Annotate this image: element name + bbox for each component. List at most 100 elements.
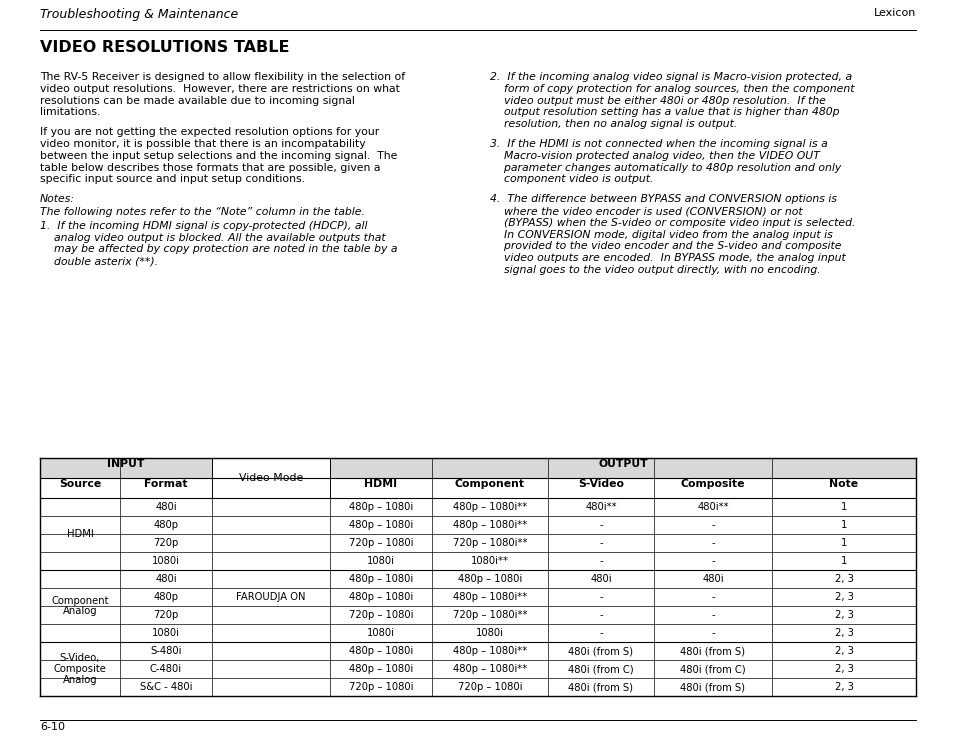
Text: 1080i: 1080i bbox=[367, 556, 395, 566]
Text: 480p – 1080i**: 480p – 1080i** bbox=[453, 664, 527, 674]
Text: 480p: 480p bbox=[153, 592, 178, 602]
Text: video output resolutions.  However, there are restrictions on what: video output resolutions. However, there… bbox=[40, 84, 399, 94]
Text: 2, 3: 2, 3 bbox=[834, 610, 853, 620]
Text: VIDEO RESOLUTIONS TABLE: VIDEO RESOLUTIONS TABLE bbox=[40, 40, 289, 55]
Text: FAROUDJA ON: FAROUDJA ON bbox=[236, 592, 305, 602]
Text: component video is output.: component video is output. bbox=[490, 174, 653, 184]
Text: 2, 3: 2, 3 bbox=[834, 592, 853, 602]
Text: 480i (from S): 480i (from S) bbox=[568, 682, 633, 692]
Text: 480i (from S): 480i (from S) bbox=[679, 682, 744, 692]
Text: between the input setup selections and the incoming signal.  The: between the input setup selections and t… bbox=[40, 151, 397, 161]
Text: 2, 3: 2, 3 bbox=[834, 682, 853, 692]
Text: 480i (from S): 480i (from S) bbox=[568, 646, 633, 656]
Text: S-Video,: S-Video, bbox=[60, 653, 100, 663]
Text: -: - bbox=[710, 628, 714, 638]
Text: 720p – 1080i: 720p – 1080i bbox=[457, 682, 521, 692]
Text: where the video encoder is used (CONVERSION) or not: where the video encoder is used (CONVERS… bbox=[490, 206, 801, 216]
Text: Notes:: Notes: bbox=[40, 194, 75, 204]
Text: -: - bbox=[710, 610, 714, 620]
Text: 1080i: 1080i bbox=[476, 628, 503, 638]
Text: -: - bbox=[710, 556, 714, 566]
Text: 480i**: 480i** bbox=[697, 502, 728, 512]
Text: Format: Format bbox=[144, 479, 188, 489]
Text: limitations.: limitations. bbox=[40, 108, 100, 117]
Text: -: - bbox=[598, 610, 602, 620]
Text: -: - bbox=[710, 538, 714, 548]
Text: 1080i: 1080i bbox=[152, 628, 180, 638]
Text: Analog: Analog bbox=[63, 675, 97, 685]
Text: analog video output is blocked. All the available outputs that: analog video output is blocked. All the … bbox=[40, 232, 385, 243]
Text: 720p – 1080i**: 720p – 1080i** bbox=[453, 538, 527, 548]
Text: signal goes to the video output directly, with no encoding.: signal goes to the video output directly… bbox=[490, 265, 820, 275]
Text: 480i (from C): 480i (from C) bbox=[568, 664, 633, 674]
Text: video output must be either 480i or 480p resolution.  If the: video output must be either 480i or 480p… bbox=[490, 96, 825, 106]
Text: Source: Source bbox=[59, 479, 101, 489]
Text: Note: Note bbox=[828, 479, 858, 489]
Text: 2, 3: 2, 3 bbox=[834, 574, 853, 584]
Text: 1.  If the incoming HDMI signal is copy-protected (HDCP), all: 1. If the incoming HDMI signal is copy-p… bbox=[40, 221, 367, 231]
Text: -: - bbox=[710, 592, 714, 602]
Text: Composite: Composite bbox=[680, 479, 744, 489]
Text: 480i: 480i bbox=[155, 502, 176, 512]
Text: 1: 1 bbox=[840, 502, 846, 512]
Text: 6-10: 6-10 bbox=[40, 722, 65, 732]
Bar bbox=[330, 458, 915, 478]
Text: S-Video: S-Video bbox=[578, 479, 623, 489]
Text: specific input source and input setup conditions.: specific input source and input setup co… bbox=[40, 174, 305, 184]
Text: 2.  If the incoming analog video signal is Macro-vision protected, a: 2. If the incoming analog video signal i… bbox=[490, 72, 851, 82]
Text: 480i: 480i bbox=[155, 574, 176, 584]
Text: -: - bbox=[598, 592, 602, 602]
Text: 4.  The difference between BYPASS and CONVERSION options is: 4. The difference between BYPASS and CON… bbox=[490, 194, 836, 204]
Text: C-480i: C-480i bbox=[150, 664, 182, 674]
Text: 480p – 1080i**: 480p – 1080i** bbox=[453, 592, 527, 602]
Text: video monitor, it is possible that there is an incompatability: video monitor, it is possible that there… bbox=[40, 139, 365, 149]
Text: Video Mode: Video Mode bbox=[238, 473, 303, 483]
Text: 480p – 1080i**: 480p – 1080i** bbox=[453, 520, 527, 530]
Text: 480i**: 480i** bbox=[584, 502, 617, 512]
Text: Composite: Composite bbox=[53, 664, 107, 674]
Text: 480p – 1080i**: 480p – 1080i** bbox=[453, 502, 527, 512]
Text: video outputs are encoded.  In BYPASS mode, the analog input: video outputs are encoded. In BYPASS mod… bbox=[490, 253, 845, 263]
Text: 720p – 1080i: 720p – 1080i bbox=[349, 538, 413, 548]
Text: Component: Component bbox=[51, 596, 109, 605]
Text: HDMI: HDMI bbox=[364, 479, 397, 489]
Text: 480i: 480i bbox=[701, 574, 723, 584]
Text: 480p – 1080i: 480p – 1080i bbox=[349, 502, 413, 512]
Text: 720p – 1080i: 720p – 1080i bbox=[349, 682, 413, 692]
Text: 480p – 1080i: 480p – 1080i bbox=[349, 664, 413, 674]
Text: 720p – 1080i**: 720p – 1080i** bbox=[453, 610, 527, 620]
Text: 2, 3: 2, 3 bbox=[834, 664, 853, 674]
Text: 480i: 480i bbox=[590, 574, 611, 584]
Text: 3.  If the HDMI is not connected when the incoming signal is a: 3. If the HDMI is not connected when the… bbox=[490, 139, 827, 149]
Text: 480p – 1080i: 480p – 1080i bbox=[349, 574, 413, 584]
Text: Macro-vision protected analog video, then the VIDEO OUT: Macro-vision protected analog video, the… bbox=[490, 151, 819, 161]
Text: 1080i: 1080i bbox=[152, 556, 180, 566]
Text: -: - bbox=[598, 556, 602, 566]
Text: parameter changes automatically to 480p resolution and only: parameter changes automatically to 480p … bbox=[490, 162, 841, 173]
Text: Component: Component bbox=[455, 479, 524, 489]
Text: table below describes those formats that are possible, given a: table below describes those formats that… bbox=[40, 162, 380, 173]
Text: resolutions can be made available due to incoming signal: resolutions can be made available due to… bbox=[40, 96, 355, 106]
Text: S-480i: S-480i bbox=[150, 646, 182, 656]
Text: 480p – 1080i: 480p – 1080i bbox=[349, 520, 413, 530]
Text: -: - bbox=[710, 520, 714, 530]
Text: Lexicon: Lexicon bbox=[873, 8, 915, 18]
Text: -: - bbox=[598, 538, 602, 548]
Text: Troubleshooting & Maintenance: Troubleshooting & Maintenance bbox=[40, 8, 238, 21]
Text: S&C - 480i: S&C - 480i bbox=[139, 682, 193, 692]
Bar bbox=[40, 458, 212, 478]
Text: 480p – 1080i: 480p – 1080i bbox=[457, 574, 521, 584]
Text: The RV-5 Receiver is designed to allow flexibility in the selection of: The RV-5 Receiver is designed to allow f… bbox=[40, 72, 405, 82]
Text: INPUT: INPUT bbox=[107, 459, 145, 469]
Text: Analog: Analog bbox=[63, 607, 97, 616]
Text: 1: 1 bbox=[840, 520, 846, 530]
Text: 1080i**: 1080i** bbox=[471, 556, 509, 566]
Text: The following notes refer to the “Note” column in the table.: The following notes refer to the “Note” … bbox=[40, 207, 365, 217]
Text: 480i (from C): 480i (from C) bbox=[679, 664, 745, 674]
Text: 720p: 720p bbox=[153, 610, 178, 620]
Text: 1: 1 bbox=[840, 538, 846, 548]
Text: 480i (from S): 480i (from S) bbox=[679, 646, 744, 656]
Text: If you are not getting the expected resolution options for your: If you are not getting the expected reso… bbox=[40, 127, 379, 137]
Text: In CONVERSION mode, digital video from the analog input is: In CONVERSION mode, digital video from t… bbox=[490, 230, 832, 240]
Text: resolution, then no analog signal is output.: resolution, then no analog signal is out… bbox=[490, 120, 737, 129]
